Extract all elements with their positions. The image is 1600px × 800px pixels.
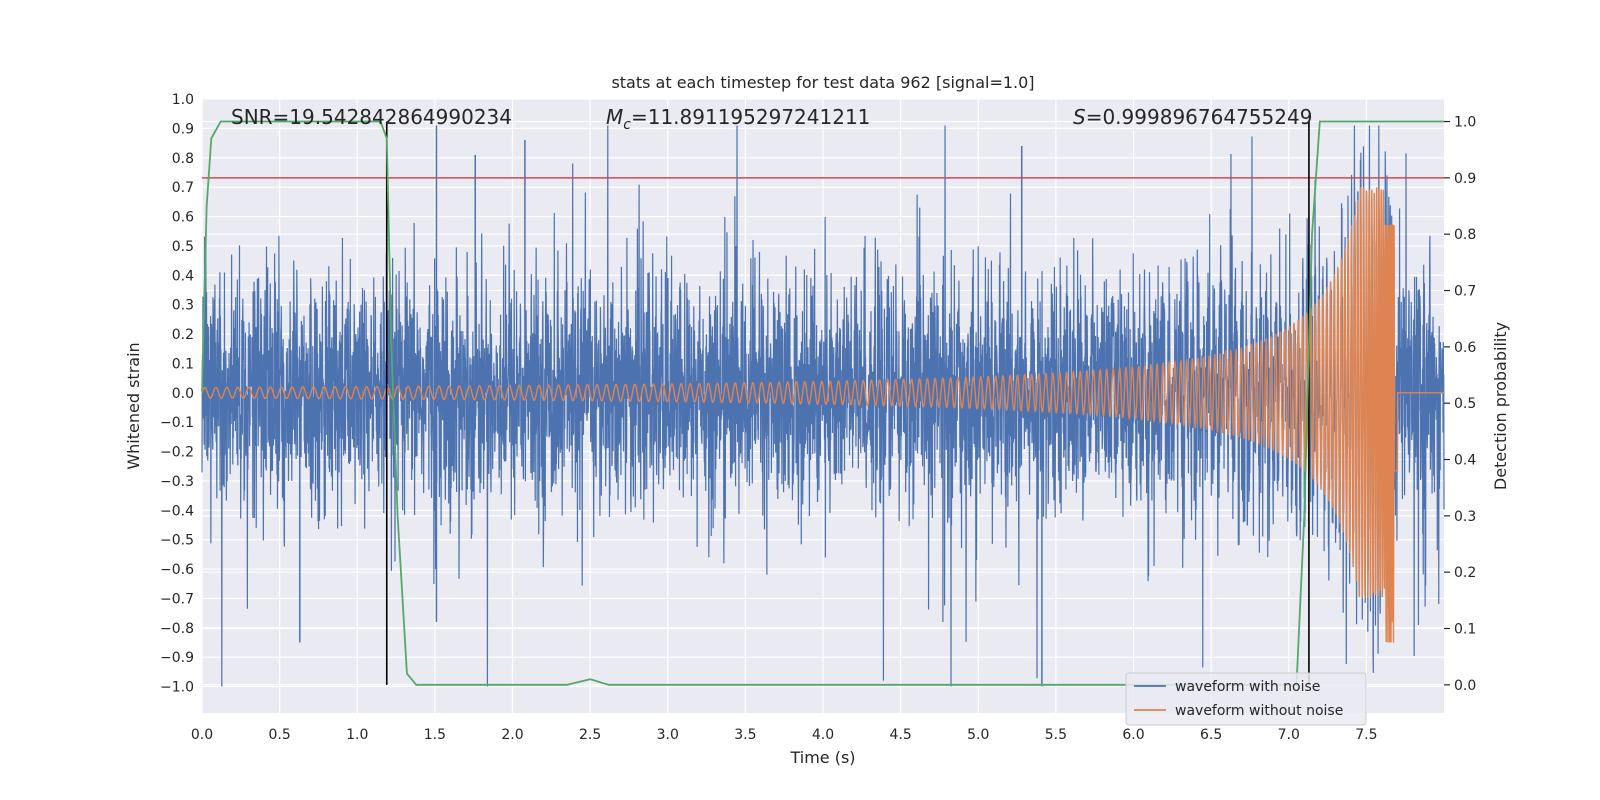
x-tick-label: 2.0 [501, 727, 523, 743]
y-tick-label: −1.0 [160, 680, 194, 696]
y2-tick-label: 0.1 [1454, 622, 1476, 638]
y2-tick-label: 0.4 [1454, 453, 1476, 469]
series-detection-probability [201, 120, 1444, 686]
x-axis-ticks: 0.0 0.5 1.0 1.5 2.0 2.5 3.0 3.5 4.0 4.5 5.0 5.5 6.0 6… [191, 727, 1378, 743]
s-symbol: S [1073, 105, 1086, 129]
y-tick-label: 0.7 [172, 180, 194, 196]
x-tick-label: 0.5 [268, 727, 290, 743]
y-tick-label: 1.0 [172, 92, 194, 108]
x-tick-label: 3.0 [657, 727, 679, 743]
chart-title: stats at each timestep for test data 962… [611, 73, 1034, 92]
legend: waveform with noise waveform without noi… [1125, 672, 1367, 726]
y2-axis-label: Detection probability [1491, 322, 1510, 490]
y2-tick-label: 0.0 [1454, 678, 1476, 694]
x-tick-label: 1.0 [346, 727, 368, 743]
x-tick-label: 4.0 [812, 727, 834, 743]
y-tick-label: 0.4 [172, 268, 194, 284]
x-tick-label: 5.5 [1045, 727, 1067, 743]
legend-box [1125, 672, 1367, 726]
x-tick-label: 4.5 [889, 727, 911, 743]
chirp-mass-symbol: M [606, 105, 623, 129]
y2-tick-label: 0.2 [1454, 565, 1476, 581]
y-tick-label: 0.3 [172, 298, 194, 314]
legend-entry-noise: waveform with noise [1175, 679, 1320, 695]
y-tick-label: 0.6 [172, 210, 194, 226]
legend-entry-clean: waveform without noise [1175, 703, 1343, 719]
noise-trace [201, 125, 1445, 687]
s-annotation: S=0.999896764755249 [1073, 105, 1312, 129]
x-tick-label: 1.5 [424, 727, 446, 743]
y2-axis-ticks: 1.0 0.9 0.8 0.7 0.6 0.5 0.4 0.3 0.2 0.1 0.0 [1444, 115, 1476, 694]
chirp-mass-subscript: c [623, 117, 631, 133]
x-tick-label: 7.5 [1355, 727, 1377, 743]
y-tick-label: 0.9 [172, 121, 194, 137]
x-tick-label: 7.0 [1278, 727, 1300, 743]
chirp-mass-annotation: Mc=11.891195297241211 [606, 105, 870, 133]
x-tick-label: 0.0 [191, 727, 213, 743]
y-tick-label: 0.5 [172, 239, 194, 255]
y2-tick-label: 1.0 [1454, 115, 1476, 131]
y2-tick-label: 0.5 [1454, 396, 1476, 412]
y-axis-label: Whitened strain [124, 342, 143, 469]
y-tick-label: −0.5 [160, 533, 194, 549]
y2-tick-label: 0.8 [1454, 227, 1476, 243]
x-tick-label: 6.0 [1122, 727, 1144, 743]
y-tick-label: −0.6 [160, 562, 194, 578]
chirp-mass-value: =11.891195297241211 [631, 105, 870, 129]
y-tick-label: −0.9 [160, 650, 194, 666]
y-tick-label: −0.4 [160, 503, 194, 519]
x-tick-label: 6.5 [1200, 727, 1222, 743]
y-tick-label: −0.1 [160, 415, 194, 431]
x-axis-label: Time (s) [789, 748, 855, 767]
y-tick-label: 0.8 [172, 151, 194, 167]
y-tick-label: 0.2 [172, 327, 194, 343]
x-tick-label: 5.0 [967, 727, 989, 743]
probability-trace [201, 120, 1444, 686]
x-tick-label: 3.5 [734, 727, 756, 743]
y2-tick-label: 0.6 [1454, 340, 1476, 356]
y-tick-label: −0.8 [160, 621, 194, 637]
y-tick-label: −0.7 [160, 591, 194, 607]
y-tick-label: −0.2 [160, 445, 194, 461]
s-value: =0.999896764755249 [1086, 105, 1313, 129]
y-tick-label: 0.0 [172, 386, 194, 402]
y2-tick-label: 0.3 [1454, 509, 1476, 525]
y-tick-label: −0.3 [160, 474, 194, 490]
clean-trace [201, 187, 1444, 643]
x-tick-label: 2.5 [579, 727, 601, 743]
series-waveform-without-noise [201, 187, 1444, 643]
y2-tick-label: 0.9 [1454, 171, 1476, 187]
y2-tick-label: 0.7 [1454, 284, 1476, 300]
snr-annotation: SNR=19.542842864990234 [231, 105, 512, 129]
y-axis-ticks: 1.0 0.9 0.8 0.7 0.6 0.5 0.4 0.3 0.2 0.1 0.0 −0.1 −0.… [160, 92, 194, 696]
y-tick-label: 0.1 [172, 356, 194, 372]
series-waveform-with-noise [201, 125, 1445, 687]
vertical-markers [385, 121, 1310, 685]
